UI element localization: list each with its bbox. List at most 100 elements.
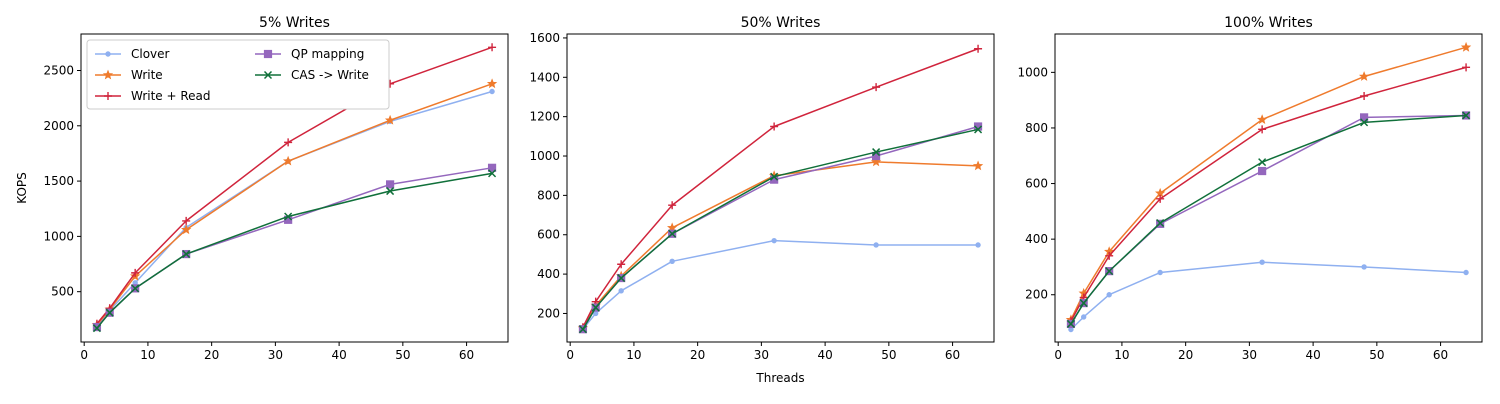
data-point	[1462, 111, 1471, 120]
data-point	[1258, 125, 1267, 134]
data-point	[284, 138, 293, 147]
y-tick-label: 400	[1025, 232, 1048, 246]
y-tick-label: 1000	[529, 149, 560, 163]
y-tick-label: 600	[537, 228, 560, 242]
y-tick-label: 1400	[529, 70, 560, 84]
x-tick-label: 30	[1242, 348, 1257, 362]
data-point	[770, 172, 779, 181]
data-point	[578, 325, 587, 334]
panel-1: 5% Writes 0 10 20 30 40 50 60 500 1000 1500 2000 250…	[15, 15, 509, 362]
data-point	[872, 83, 881, 92]
series-clover	[580, 237, 981, 332]
data-point	[975, 242, 981, 248]
y-tick-label: 600	[1025, 177, 1048, 191]
data-point	[385, 180, 395, 189]
data-point	[131, 268, 140, 277]
data-point	[1156, 194, 1165, 203]
series-write	[1065, 41, 1472, 325]
legend-marker	[104, 92, 112, 100]
data-point	[617, 260, 626, 269]
data-point	[770, 122, 779, 131]
data-point	[871, 151, 881, 161]
data-point	[669, 258, 675, 265]
data-point	[591, 303, 600, 312]
data-point	[974, 44, 983, 53]
series-clover	[94, 88, 495, 329]
x-tick-label: 50	[881, 348, 896, 362]
data-point	[282, 155, 294, 166]
x-tick-label: 10	[626, 348, 641, 362]
series-line	[582, 125, 979, 330]
x-tick-label: 50	[395, 348, 410, 362]
series-line	[96, 167, 493, 328]
data-point	[1105, 267, 1114, 276]
series-clover	[1068, 259, 1469, 333]
data-point	[488, 169, 497, 178]
x-tick-label: 0	[80, 348, 88, 362]
series-line	[96, 90, 493, 327]
data-point	[668, 229, 677, 238]
x-tick-label: 30	[754, 348, 769, 362]
legend: Clover Write Write + Read QP mapping CAS -> …	[86, 39, 390, 110]
series-write-read	[578, 44, 983, 332]
data-point	[486, 78, 498, 89]
x-tick-label: 60	[1433, 348, 1448, 362]
legend-marker	[105, 51, 111, 57]
data-point	[284, 212, 293, 221]
y-tick-label: 1200	[529, 110, 560, 124]
data-point	[974, 125, 983, 134]
data-point	[1066, 319, 1075, 328]
data-point	[488, 43, 497, 52]
series-qp-mapping	[92, 163, 497, 332]
y-tick-label: 2000	[43, 119, 74, 133]
data-point	[1080, 314, 1087, 320]
data-point	[1258, 166, 1267, 176]
legend-marker	[263, 49, 273, 59]
x-tick-label: 0	[566, 348, 574, 362]
legend-marker	[102, 69, 114, 80]
y-tick-label: 500	[51, 285, 74, 299]
legend-label: QP mapping	[291, 47, 364, 61]
chart-title: 100% Writes	[1224, 15, 1313, 31]
data-point	[105, 308, 114, 317]
x-tick-label: 20	[690, 348, 705, 362]
x-tick-label: 40	[331, 348, 346, 362]
series-cas-write	[92, 169, 497, 333]
y-axis-label: KOPS	[15, 172, 29, 204]
legend-item: QP mapping	[255, 47, 364, 61]
series-line	[1070, 66, 1467, 322]
y-tick-label: 1000	[43, 229, 74, 243]
series-qp-mapping	[578, 122, 983, 334]
plot-area-frame	[1054, 33, 1483, 343]
legend-label: Clover	[131, 47, 170, 61]
data-point	[1156, 218, 1165, 228]
x-tick-label: 60	[945, 348, 960, 362]
x-tick-label: 40	[817, 348, 832, 362]
x-axis-label: Threads	[755, 371, 804, 385]
data-point	[617, 274, 626, 283]
data-point	[873, 242, 879, 248]
data-point	[182, 250, 191, 259]
data-point	[1258, 158, 1267, 167]
y-tick-label: 800	[537, 188, 560, 202]
data-point	[181, 224, 192, 235]
chart-title: 5% Writes	[259, 15, 330, 31]
legend-label: CAS -> Write	[291, 68, 369, 82]
y-tick-label: 1000	[1017, 65, 1048, 79]
data-point	[1361, 264, 1367, 270]
data-point	[1360, 91, 1369, 100]
x-tick-label: 10	[140, 348, 155, 362]
data-point	[182, 216, 191, 225]
series-cas-write	[1066, 111, 1471, 328]
series-qp-mapping	[1066, 111, 1471, 329]
series-line	[1070, 261, 1467, 331]
series-line	[1070, 114, 1467, 325]
y-tick-label: 1500	[43, 174, 74, 188]
data-point	[1256, 114, 1268, 125]
y-tick-label: 200	[537, 306, 560, 320]
data-point	[618, 288, 624, 294]
x-tick-label: 20	[1178, 348, 1193, 362]
x-tick-label: 20	[204, 348, 219, 362]
